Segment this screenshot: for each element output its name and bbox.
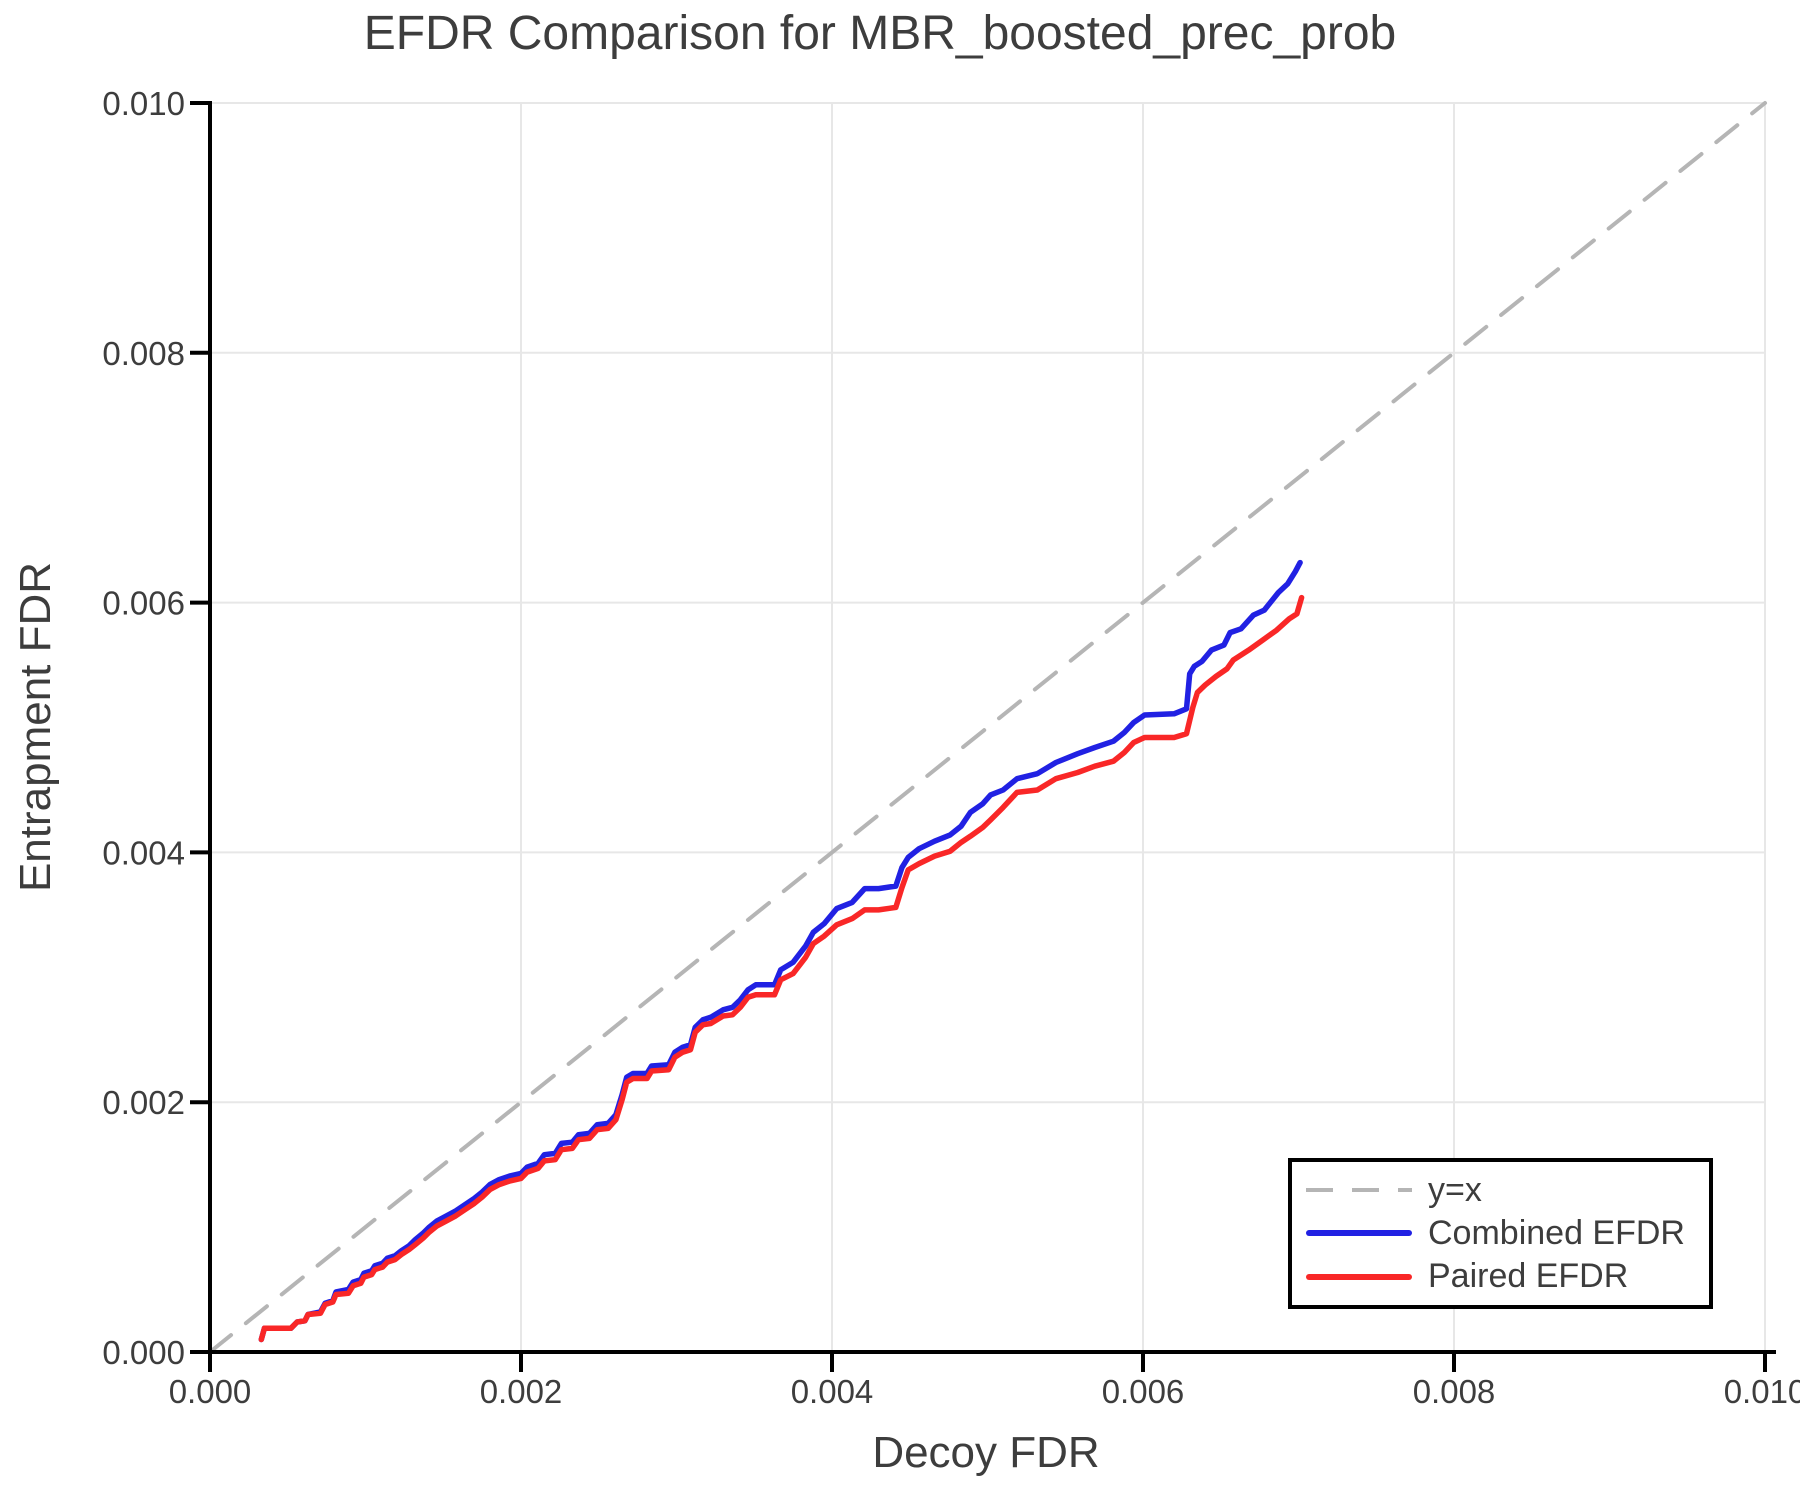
legend-label-paired-efdr: Paired EFDR [1428,1256,1629,1295]
series-line-y-x [208,101,1767,1354]
legend-entry-combined-efdr: Combined EFDR [1306,1213,1709,1252]
legend-label-combined-efdr: Combined EFDR [1428,1213,1685,1252]
y-tick-label: 0.004 [102,834,185,871]
x-tick-label: 0.000 [169,1373,252,1410]
x-tick-label: 0.008 [1413,1373,1496,1410]
y-tick-label: 0.010 [102,85,185,122]
legend-entry-paired-efdr: Paired EFDR [1306,1256,1709,1295]
x-tick-label: 0.010 [1724,1373,1800,1410]
legend-entry-yx: y=x [1306,1170,1709,1209]
legend-blue-line-sample [1306,1230,1412,1237]
chart-title: EFDR Comparison for MBR_boosted_prec_pro… [363,7,1397,60]
series-line-combined-efdr [258,559,1303,1343]
y-tick-label: 0.008 [102,335,185,372]
y-tick-label: 0.002 [102,1084,185,1121]
y-tick-label: 0.000 [102,1334,185,1371]
y-tick-label: 0.006 [102,585,185,622]
x-tick-label: 0.006 [1102,1373,1185,1410]
series-line-paired-efdr [258,594,1305,1343]
legend-dashed-line-sample [1306,1188,1412,1193]
x-axis-label: Decoy FDR [872,1428,1100,1477]
legend: y=x Combined EFDR Paired EFDR [1288,1158,1713,1309]
y-axis-label: Entrapment FDR [11,561,60,893]
x-tick-label: 0.002 [480,1373,563,1410]
x-tick-label: 0.004 [791,1373,874,1410]
legend-label-yx: y=x [1428,1170,1482,1209]
legend-red-line-sample [1306,1273,1412,1280]
